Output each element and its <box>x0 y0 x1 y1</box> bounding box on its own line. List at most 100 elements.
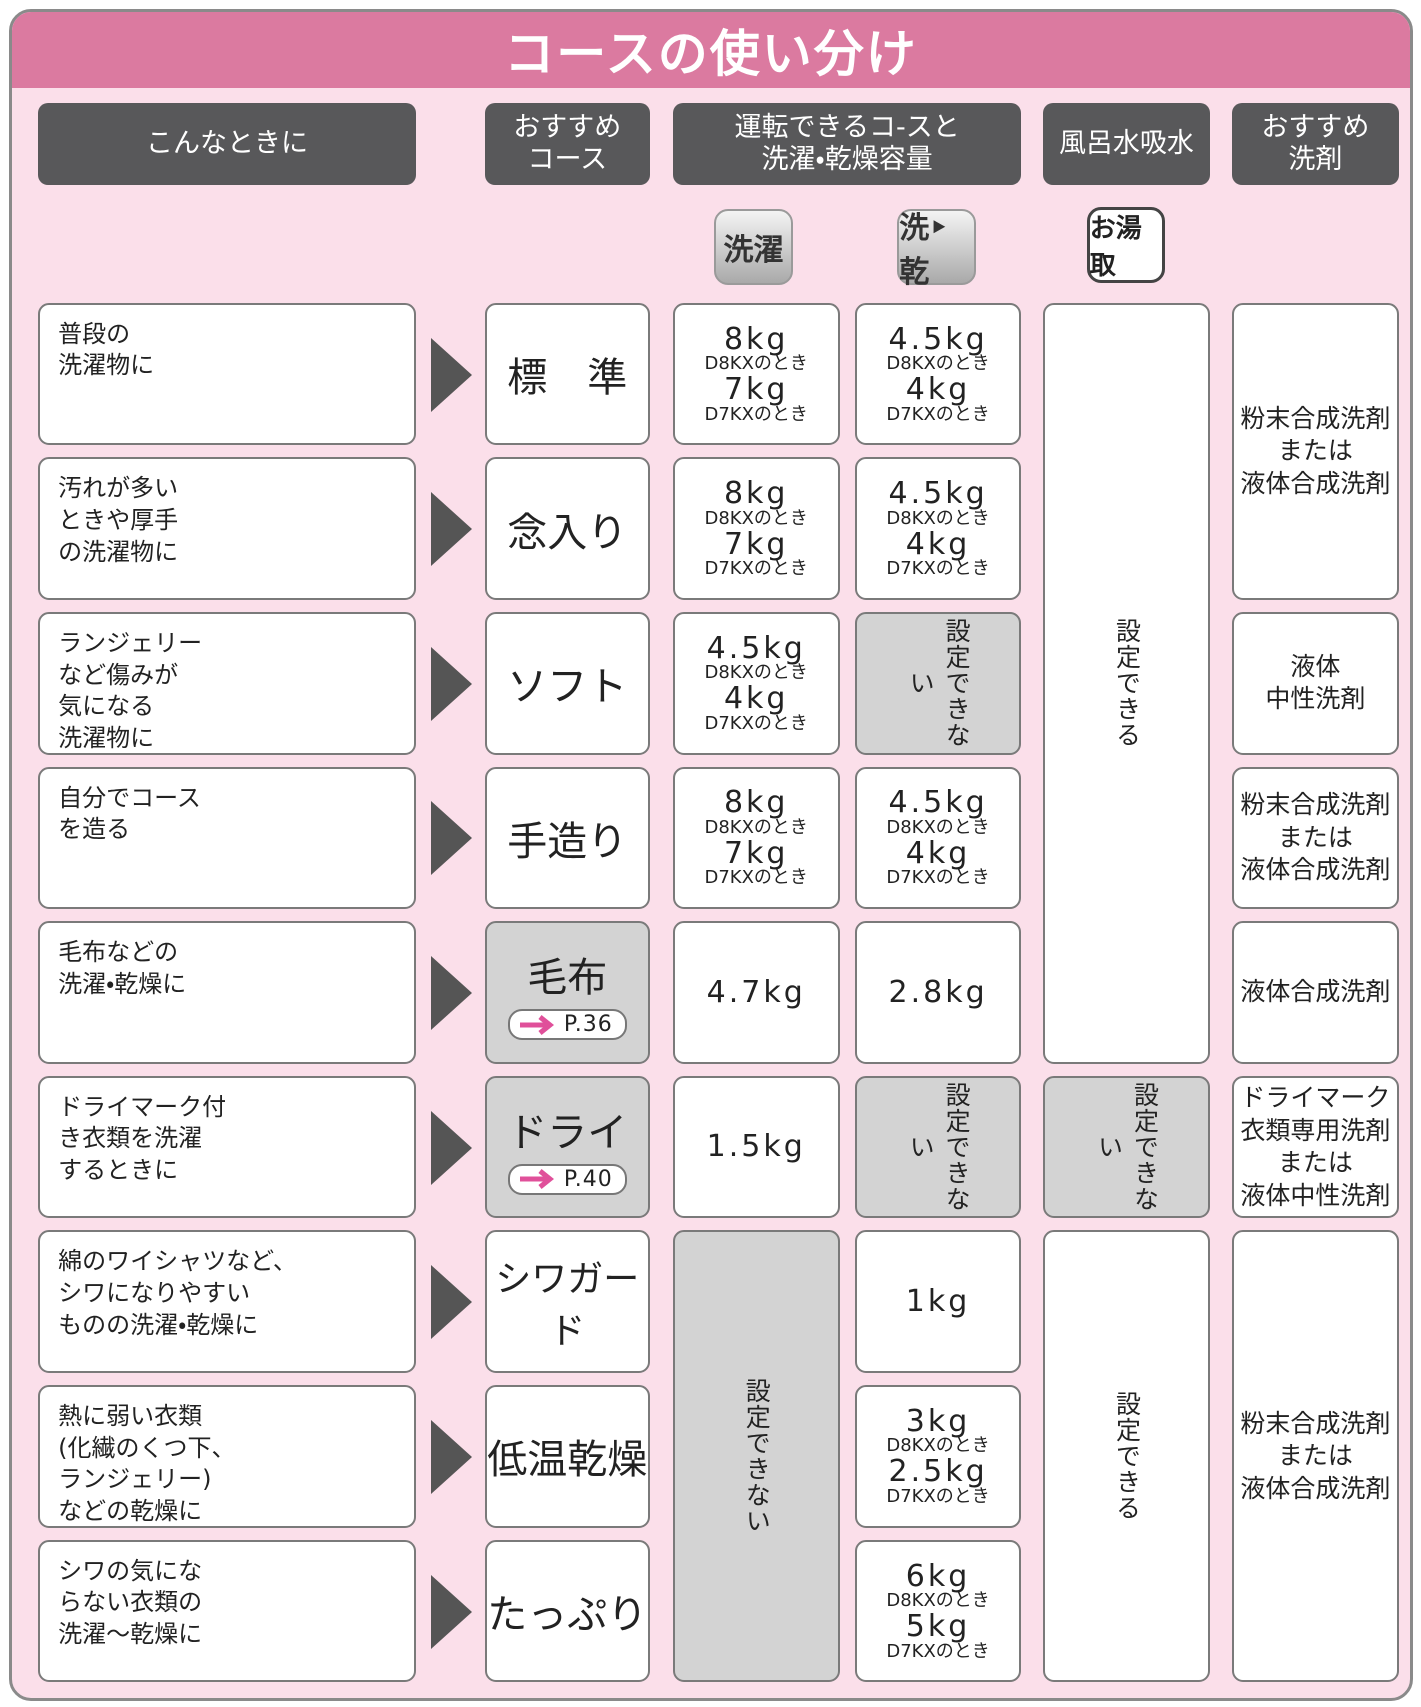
row-arrow <box>431 1265 473 1340</box>
capacity: 4kg <box>905 526 971 562</box>
detergent-cell: 粉末合成洗剤 または 液体合成洗剤 <box>1231 302 1400 600</box>
model-note: D7KXのとき <box>704 712 808 734</box>
capacity-cell: 6kg D8KXのとき 5kg D7KXのとき <box>854 1539 1022 1683</box>
course-cell: たっぷり <box>484 1539 651 1683</box>
course-name: ドライ <box>507 1109 628 1156</box>
capacity: 4kg <box>723 681 789 717</box>
capacity-cell: 1kg <box>854 1230 1022 1374</box>
capacity: 4.5kg <box>888 476 988 512</box>
model-note: D7KXのとき <box>704 403 808 425</box>
course-name: たっぷり <box>487 1592 648 1638</box>
situation-line: 洗濯物に <box>58 723 155 752</box>
course-cell: シワガード <box>484 1230 651 1374</box>
capacity: 8kg <box>723 476 789 512</box>
situation-line: ランジェリー <box>58 628 203 657</box>
setting-cell: 設定できない <box>672 1230 840 1683</box>
situation-line: 普段の <box>58 319 131 348</box>
capacity: 7kg <box>723 526 789 562</box>
course-cell: 手造り <box>484 766 651 910</box>
header-line: 運転できるコ-スと <box>734 111 960 143</box>
capacity: 7kg <box>723 372 789 408</box>
column-header: こんなときに <box>38 103 416 186</box>
header-line: おすすめ <box>513 111 622 143</box>
button-label: 洗‣乾 <box>899 211 949 291</box>
situation-line: 洗濯物に <box>58 351 155 380</box>
situation-line: ドライマーク付 <box>58 1092 227 1121</box>
detergent-line: 粉末合成洗剤 <box>1240 403 1391 433</box>
detergent-line: 中性洗剤 <box>1265 684 1366 714</box>
detergent-line: または <box>1277 1441 1353 1471</box>
detergent-line: 液体合成洗剤 <box>1240 468 1391 498</box>
detergent-cell: ドライマーク 衣類専用洗剤 または 液体中性洗剤 <box>1231 1075 1400 1219</box>
situation-line: ランジェリー) <box>58 1465 212 1494</box>
model-note: D8KXのとき <box>704 816 808 838</box>
situation-line: 自分でコース <box>58 783 201 812</box>
situation-line: するときに <box>58 1156 179 1185</box>
capacity-cell: 4.5kg D8KXのとき 4kg D7KXのとき <box>854 457 1022 600</box>
course-cell: 毛布 P.36 <box>484 921 651 1064</box>
course-cell: ソフト <box>484 611 651 755</box>
capacity: 5kg <box>905 1609 971 1644</box>
setting-cell: 設定できる <box>1043 1230 1210 1683</box>
mode-button: 洗‣乾 <box>897 209 976 290</box>
situation-line: など傷みが <box>58 660 179 689</box>
detergent-cell: 粉末合成洗剤 または 液体合成洗剤 <box>1231 766 1400 910</box>
model-note: D7KXのとき <box>886 1640 990 1662</box>
column-header: おすすめ 洗剤 <box>1231 103 1400 186</box>
model-note: D8KXのとき <box>886 353 990 375</box>
model-note: D8KXのとき <box>704 507 808 529</box>
detergent-line: 衣類専用洗剤 <box>1240 1115 1391 1145</box>
course-name: 念入り <box>507 509 628 556</box>
course-name: 手造り <box>507 818 628 865</box>
situation-line: 洗濯・乾燥に <box>58 969 187 998</box>
model-note: D7KXのとき <box>886 403 990 425</box>
capacity: 8kg <box>723 321 789 357</box>
row-arrow <box>431 956 473 1031</box>
situation-cell: 綿のワイシャツなど、 シワになりやすい ものの洗濯・乾燥に <box>38 1230 416 1374</box>
detergent-cell: 液体 中性洗剤 <box>1231 611 1400 755</box>
button-label: 洗濯 <box>723 233 784 269</box>
capacity: 8kg <box>723 785 789 821</box>
situation-line: ものの洗濯・乾燥に <box>58 1310 259 1339</box>
page-link: P.36 <box>507 1009 627 1040</box>
model-note: D7KXのとき <box>886 558 990 580</box>
header-line: 風呂水吸水 <box>1058 128 1194 160</box>
capacity: 4.5kg <box>888 785 988 821</box>
detergent-line: 粉末合成洗剤 <box>1240 790 1391 820</box>
model-note: D7KXのとき <box>886 1485 990 1507</box>
situation-line: を造る <box>58 815 131 844</box>
situation-line: シワの気にな <box>58 1556 203 1585</box>
capacity-cell: 2.8kg <box>854 921 1022 1064</box>
capacity: 4kg <box>905 835 971 871</box>
row-arrow <box>431 337 473 412</box>
detergent-cell: 粉末合成洗剤 または 液体合成洗剤 <box>1231 1230 1400 1683</box>
mode-button: 洗濯 <box>714 209 793 286</box>
capacity: 4kg <box>905 372 971 408</box>
arrow-icon <box>519 1014 554 1035</box>
capacity-cell: 4.7kg <box>672 921 840 1064</box>
situation-line: などの乾燥に <box>58 1497 203 1526</box>
capacity-cell: 8kg D8KXのとき 7kg D7KXのとき <box>672 302 840 446</box>
page-link: P.40 <box>507 1163 627 1195</box>
capacity: 6kg <box>905 1558 971 1594</box>
detergent-line: 粉末合成洗剤 <box>1240 1408 1391 1438</box>
detergent-line: または <box>1277 822 1353 852</box>
situation-line: の洗濯物に <box>58 537 179 566</box>
setting-cell: 設定できない <box>854 611 1022 755</box>
header-line: 洗濯・乾燥容量 <box>761 144 933 176</box>
row-arrow <box>431 1574 473 1649</box>
column-header: 運転できるコ-スと 洗濯・乾燥容量 <box>672 103 1022 186</box>
course-name: ソフト <box>507 664 628 711</box>
situation-line: 綿のワイシャツなど、 <box>58 1247 297 1276</box>
model-note: D7KXのとき <box>704 558 808 580</box>
situation-cell: シワの気にな らない衣類の 洗濯～乾燥に <box>38 1539 416 1683</box>
situation-cell: 毛布などの 洗濯・乾燥に <box>38 921 416 1064</box>
detergent-line: 液体合成洗剤 <box>1240 855 1391 885</box>
detergent-line: または <box>1277 436 1353 466</box>
situation-line: き衣類を洗濯 <box>58 1124 203 1153</box>
situation-line: 洗濯～乾燥に <box>58 1620 203 1649</box>
course-cell: 念入り <box>484 457 651 600</box>
header-line: こんなときに <box>146 128 309 160</box>
detergent-line: または <box>1277 1148 1353 1178</box>
